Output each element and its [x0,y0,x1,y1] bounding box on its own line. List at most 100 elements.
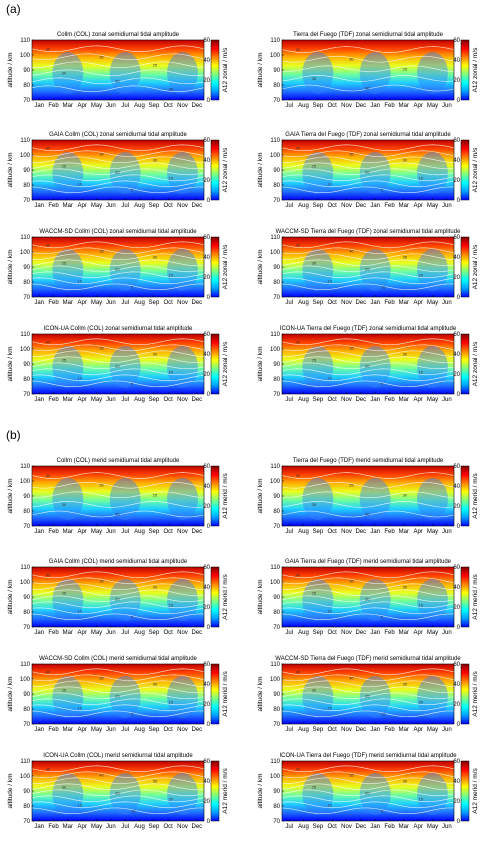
heatmap-panel-6: ICON-UA Collm (COL) zonal semidiurnal ti… [7,326,229,403]
colorbar-tick-label: 40 [203,58,210,64]
y-tick-label: 110 [270,759,280,765]
y-tick-label: 70 [273,198,280,204]
contour-line [32,771,204,779]
x-tick-label: Mar [399,300,409,306]
contour-line [282,783,454,791]
colorbar-tick-label: 20 [203,799,210,805]
contour-label: 5 [381,381,384,386]
x-tick-label: Jul [285,103,293,109]
contour-line [32,259,204,267]
heatmap-field [32,761,204,821]
contour-label: 20 [365,363,370,368]
colorbar-tick-label: 20 [453,275,460,281]
heatmap-field [32,334,204,394]
contour-line [282,344,454,352]
colorbar-tick-label: 20 [203,78,210,84]
y-tick-label: 110 [20,464,30,470]
contour-line [32,180,204,188]
panel-title: WACCM-SD Collm (COL) merid semidiurnal t… [39,656,197,662]
colorbar-tick-label: 20 [453,702,460,708]
x-tick-label: Jan [370,630,380,636]
x-tick-label: Apr [413,103,422,109]
contour-line [32,801,204,809]
x-tick-label: May [427,727,438,733]
contour-line [32,277,204,285]
colorbar-tick-label: 0 [207,198,211,204]
y-tick-label: 90 [23,168,30,174]
x-tick-label: Oct [163,103,173,109]
y-tick-label: 70 [23,98,30,104]
heatmap-panel-11: GAIA Tierra del Fuego (TDF) merid semidi… [257,559,479,636]
x-tick-label: Apr [77,824,86,830]
y-tick-label: 80 [23,509,30,515]
contour-label: 35 [349,345,354,350]
x-tick-label: Aug [134,103,145,109]
y-tick-label: 70 [273,392,280,398]
x-tick-label: Aug [134,203,145,209]
y-tick-label: 80 [273,377,280,383]
contour-label: 30 [365,512,370,517]
panel-title: ICON-UA Collm (COL) merid semidiurnal ti… [43,753,193,759]
x-tick-label: Jul [121,203,129,209]
contour-label: 15 [169,175,174,180]
x-tick-label: Oct [327,103,337,109]
y-tick-label: 70 [273,524,280,530]
contour-line [32,168,204,176]
contour-label: 15 [419,602,424,607]
contour-label: 5 [381,614,384,619]
contour-line [32,510,204,518]
x-tick-label: Nov [341,727,352,733]
x-tick-label: May [91,203,102,209]
contour-line [32,501,204,508]
x-tick-label: Jun [106,630,116,636]
y-tick-label: 70 [273,819,280,825]
contour-line [32,162,204,170]
x-tick-label: Feb [384,103,395,109]
y-tick-label: 90 [273,362,280,368]
contour-label: 30 [296,473,301,478]
contour-line [32,247,204,255]
x-tick-label: Aug [134,397,145,403]
contour-line [32,368,204,376]
contour-line [32,45,204,53]
x-tick-label: Jun [442,727,452,733]
y-tick-label: 100 [270,580,281,586]
contour-label: 35 [403,681,408,686]
y-tick-label: 70 [23,392,30,398]
panel-title: ICON-UA Tierra del Fuego (TDF) zonal sem… [280,326,457,332]
x-tick-label: Feb [384,300,395,306]
contour-line [32,686,204,694]
x-tick-label: Jul [285,630,293,636]
colorbar-tick-label: 60 [203,565,210,571]
y-tick-label: 90 [273,595,280,601]
x-tick-label: Sep [148,300,159,306]
x-tick-label: Apr [77,727,86,733]
contour-line [282,162,454,170]
contour-line [282,338,454,346]
x-tick-label: May [91,727,102,733]
x-tick-label: Dec [191,630,202,636]
panel-title: WACCM-SD Tierra del Fuego (TDF) zonal se… [276,229,462,235]
y-tick-label: 70 [273,98,280,104]
contour-line [32,613,204,621]
contour-line [32,674,204,682]
panel-title: Collm (COL) merid semidiurnal tidal ampl… [57,458,180,464]
contour-label: 35 [169,86,174,91]
colorbar-tick-label: 60 [453,235,460,241]
x-tick-label: Mar [399,727,409,733]
contour-label: 5 [381,187,384,192]
y-tick-label: 70 [23,625,30,631]
contour-line [32,704,204,712]
x-tick-label: Feb [48,300,59,306]
section-label-b: (b) [6,428,21,442]
colorbar-tick-label: 0 [457,524,461,530]
x-tick-label: Oct [327,203,337,209]
contour-line [282,180,454,188]
x-tick-label: Jan [370,529,380,535]
x-tick-label: Jan [34,630,44,636]
x-tick-label: Oct [327,727,337,733]
y-tick-label: 80 [23,183,30,189]
colorbar-tick-label: 0 [457,625,461,631]
panel-title: WACCM-SD Tierra del Fuego (TDF) merid se… [275,656,461,662]
heatmap-panel-15: ICON-UA Tierra del Fuego (TDF) merid sem… [257,753,479,830]
